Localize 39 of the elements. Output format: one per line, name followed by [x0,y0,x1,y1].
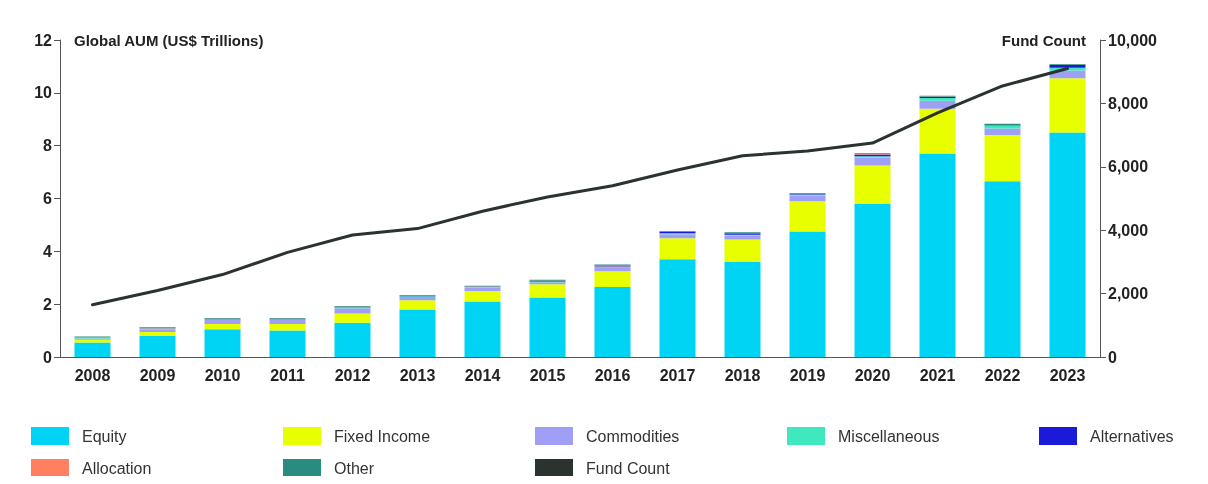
y-tick-label: 2 [43,295,53,313]
x-tick-label: 2016 [594,366,631,384]
x-tick-label: 2015 [529,366,566,384]
y2-tick-label: 10,000 [1108,31,1158,49]
y2-tick-label: 8,000 [1108,94,1149,112]
x-tick-label: 2011 [270,366,305,384]
x-tick-label: 2014 [464,366,501,384]
y-tick-label: 0 [43,348,53,366]
y-tick-label: 6 [43,190,53,207]
x-tick-label: 2008 [74,366,111,384]
x-tick-label: 2017 [659,366,696,384]
x-tick-label: 2009 [139,366,176,384]
legend-label: Other [334,459,375,477]
legend-label: Commodities [586,427,680,445]
y2-tick-label: 4,000 [1108,221,1149,239]
legend-label: Miscellaneous [838,427,940,445]
legend-label: Alternatives [1090,427,1174,445]
legend-label: Allocation [82,459,152,477]
legend-label: Equity [82,427,127,445]
legend-label: Fixed Income [334,427,431,445]
x-tick-label: 2012 [334,366,371,384]
y2-tick-label: 0 [1108,348,1117,366]
y-tick-label: 10 [34,84,53,102]
y-tick-label: 4 [43,242,53,260]
y-tick-label: 12 [34,31,53,49]
x-tick-label: 2010 [204,366,241,384]
x-tick-label: 2020 [854,366,891,384]
x-tick-label: 2018 [724,366,761,384]
x-tick-label: 2019 [789,366,826,384]
y-tick-label: 8 [43,137,53,155]
y2-tick-label: 2,000 [1108,285,1149,303]
x-tick-label: 2021 [919,366,956,384]
legend-label: Fund Count [586,459,671,477]
x-tick-label: 2022 [984,366,1021,384]
y2-axis-title: Fund Count [1001,31,1086,49]
x-tick-label: 2023 [1049,366,1086,384]
y2-tick-label: 6,000 [1108,158,1149,176]
y-axis-title: Global AUM (US$ Trillions) [74,31,264,49]
x-tick-label: 2013 [399,366,436,384]
